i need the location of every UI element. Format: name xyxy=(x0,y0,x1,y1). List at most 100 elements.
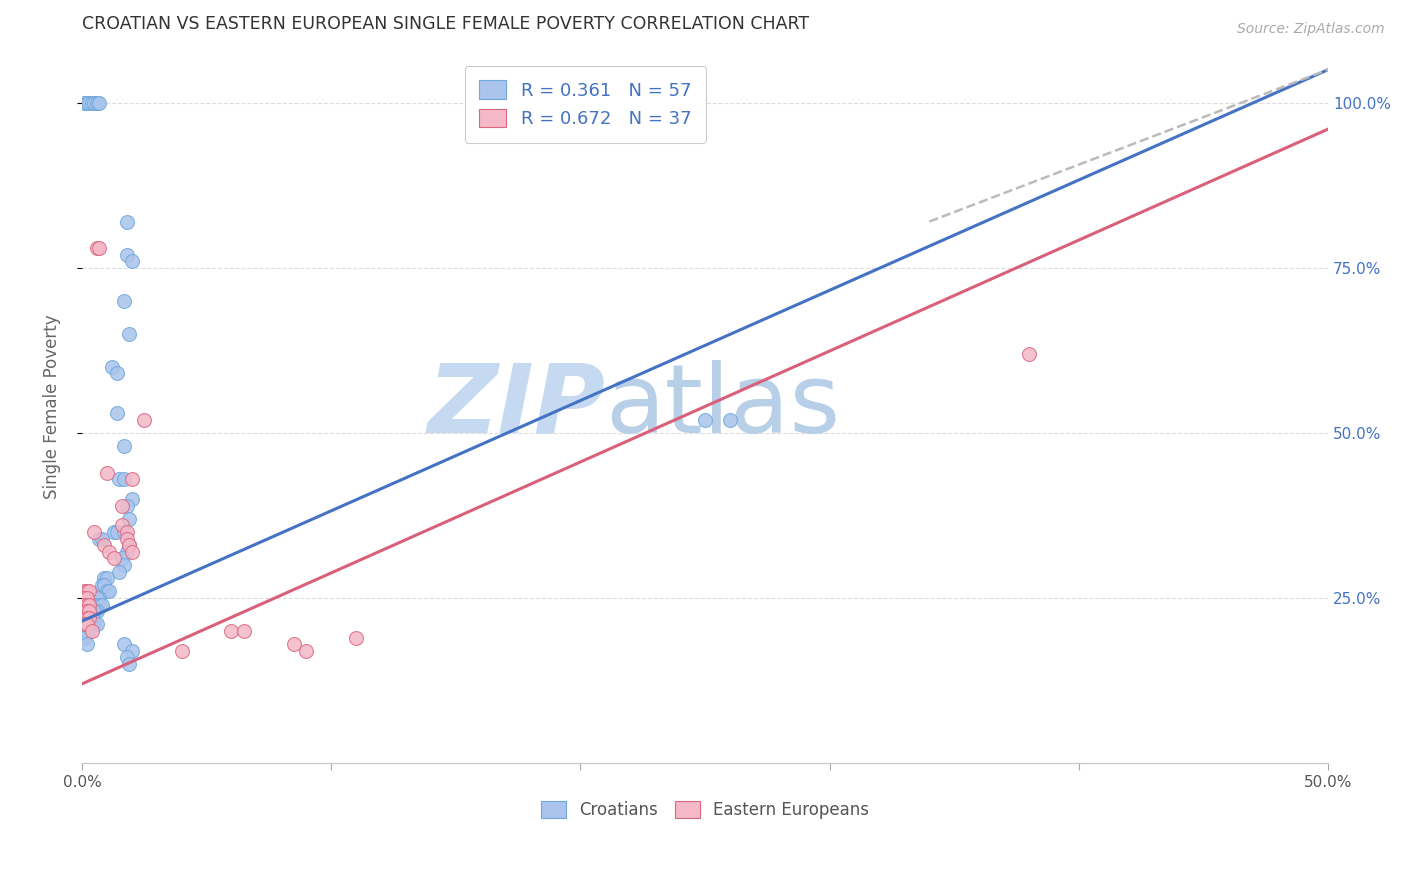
Point xyxy=(112,439,135,453)
Point xyxy=(83,604,105,618)
Point xyxy=(101,359,124,374)
Point xyxy=(83,524,105,539)
Point xyxy=(86,604,108,618)
Point xyxy=(115,545,138,559)
Point xyxy=(118,512,141,526)
Point xyxy=(79,584,101,599)
Point xyxy=(344,631,367,645)
Point xyxy=(83,598,105,612)
Point xyxy=(121,472,143,486)
Point xyxy=(121,644,143,658)
Point xyxy=(115,532,138,546)
Point xyxy=(98,545,121,559)
Point xyxy=(89,241,111,255)
Y-axis label: Single Female Poverty: Single Female Poverty xyxy=(44,314,60,499)
Point xyxy=(79,611,101,625)
Point xyxy=(1018,346,1040,360)
Point xyxy=(86,591,108,605)
Point xyxy=(96,571,118,585)
Point xyxy=(76,604,98,618)
Point xyxy=(118,657,141,671)
Point xyxy=(98,584,121,599)
Point xyxy=(233,624,256,638)
Point xyxy=(115,247,138,261)
Point xyxy=(105,524,128,539)
Point xyxy=(93,578,115,592)
Point xyxy=(83,95,105,110)
Point xyxy=(112,637,135,651)
Point xyxy=(80,95,103,110)
Point xyxy=(90,578,112,592)
Point xyxy=(79,95,101,110)
Point xyxy=(112,472,135,486)
Point xyxy=(118,538,141,552)
Point xyxy=(134,413,156,427)
Point xyxy=(89,591,111,605)
Point xyxy=(115,524,138,539)
Point xyxy=(111,551,134,566)
Point xyxy=(83,617,105,632)
Point xyxy=(693,413,716,427)
Point xyxy=(79,611,101,625)
Point xyxy=(103,551,125,566)
Point xyxy=(89,532,111,546)
Point xyxy=(103,524,125,539)
Point xyxy=(76,584,98,599)
Point xyxy=(89,598,111,612)
Point xyxy=(112,524,135,539)
Point xyxy=(73,631,96,645)
Point xyxy=(73,95,96,110)
Point xyxy=(115,650,138,665)
Point xyxy=(73,591,96,605)
Text: CROATIAN VS EASTERN EUROPEAN SINGLE FEMALE POVERTY CORRELATION CHART: CROATIAN VS EASTERN EUROPEAN SINGLE FEMA… xyxy=(82,15,808,33)
Point xyxy=(96,466,118,480)
Point xyxy=(111,499,134,513)
Point xyxy=(80,611,103,625)
Point xyxy=(80,624,103,638)
Point xyxy=(105,367,128,381)
Point xyxy=(121,491,143,506)
Point xyxy=(76,95,98,110)
Point xyxy=(221,624,243,638)
Point xyxy=(76,624,98,638)
Point xyxy=(76,617,98,632)
Point xyxy=(111,518,134,533)
Point xyxy=(121,545,143,559)
Point xyxy=(115,499,138,513)
Point xyxy=(96,584,118,599)
Point xyxy=(73,617,96,632)
Point xyxy=(86,95,108,110)
Point xyxy=(118,326,141,341)
Point xyxy=(79,624,101,638)
Point xyxy=(90,598,112,612)
Point xyxy=(108,472,131,486)
Point xyxy=(718,413,741,427)
Text: ZIP: ZIP xyxy=(427,360,606,453)
Legend: Croatians, Eastern Europeans: Croatians, Eastern Europeans xyxy=(534,795,876,826)
Point xyxy=(76,637,98,651)
Point xyxy=(295,644,318,658)
Point xyxy=(73,598,96,612)
Point xyxy=(170,644,193,658)
Point xyxy=(86,617,108,632)
Point xyxy=(86,241,108,255)
Text: Source: ZipAtlas.com: Source: ZipAtlas.com xyxy=(1237,22,1385,37)
Point xyxy=(121,254,143,268)
Point xyxy=(89,95,111,110)
Point xyxy=(76,598,98,612)
Text: atlas: atlas xyxy=(606,360,841,453)
Point xyxy=(79,604,101,618)
Point xyxy=(79,598,101,612)
Point xyxy=(283,637,305,651)
Point xyxy=(112,558,135,572)
Point xyxy=(93,571,115,585)
Point xyxy=(73,584,96,599)
Point xyxy=(76,591,98,605)
Point xyxy=(105,406,128,420)
Point xyxy=(93,538,115,552)
Point xyxy=(80,604,103,618)
Point xyxy=(112,293,135,308)
Point xyxy=(90,532,112,546)
Point xyxy=(118,538,141,552)
Point xyxy=(115,214,138,228)
